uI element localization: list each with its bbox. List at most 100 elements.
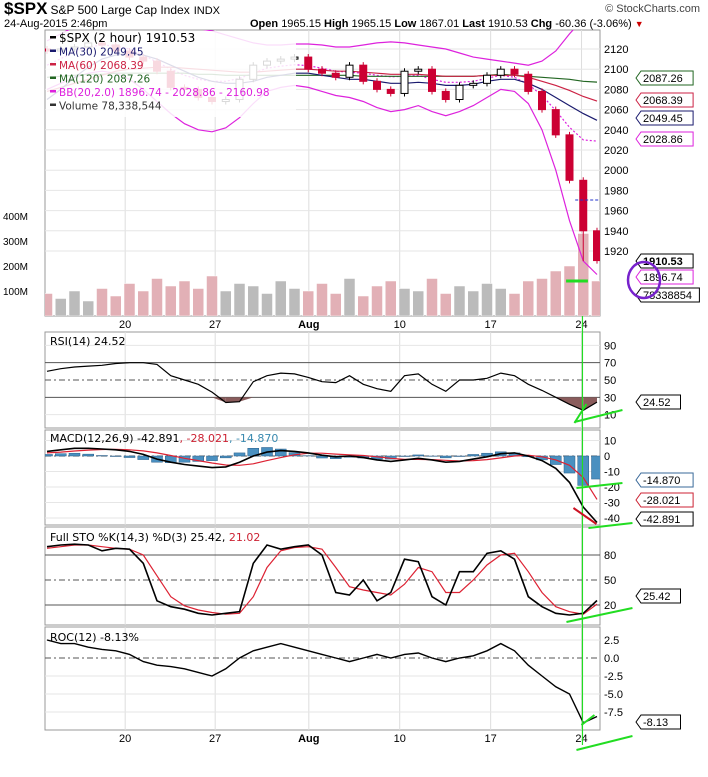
price-tick-label: 1940	[604, 226, 628, 238]
tag-macd-signal: -28.021	[643, 495, 680, 507]
candle-body	[579, 179, 588, 232]
rsi-line	[46, 362, 598, 411]
macd-histogram-bar	[82, 453, 94, 457]
tag-macd-hist: -14.870	[643, 475, 680, 487]
rsi-tick-label: 70	[604, 358, 616, 370]
volume-bar	[192, 288, 204, 316]
candle-body	[524, 73, 533, 92]
tag-ma60: 2068.39	[643, 95, 683, 107]
candle-body	[331, 72, 340, 78]
volume-bar	[495, 288, 507, 316]
roc-tick-label: -7.5	[604, 707, 623, 719]
roc-tick-label: -2.5	[604, 671, 623, 683]
x-tick-label: 24	[575, 319, 587, 331]
volume-bar	[591, 280, 600, 316]
tag-bb-mid-box	[635, 131, 694, 147]
volume-bar	[275, 280, 287, 316]
candle-body	[304, 56, 313, 70]
price-tick-label: 2060	[604, 105, 628, 117]
candle-body	[345, 64, 354, 78]
macd-histogram-bar	[412, 454, 424, 457]
candle-body	[373, 80, 381, 90]
volume-tick-label: 400M	[3, 212, 28, 223]
volume-bar	[261, 293, 273, 316]
tag-bb-lower: 1896.74	[643, 272, 683, 284]
legend-bb: BB(20,2.0) 1896.74 - 2028.86 - 2160.98	[59, 87, 270, 99]
rsi-oversold-fill	[212, 397, 226, 403]
macd-histogram-bar	[220, 455, 232, 459]
legend-swatch-bb	[50, 90, 56, 93]
tag-rsi-box	[635, 394, 681, 410]
candle-body	[538, 90, 546, 111]
tag-macd-hist-box	[635, 472, 694, 488]
tag-macd-box	[635, 511, 694, 527]
open-label: Open	[250, 18, 279, 30]
sto-tick-label: 80	[604, 550, 616, 562]
rsi-tick-label: 50	[604, 375, 616, 387]
chg-label: Chg	[530, 18, 553, 30]
high-value: 1965.15	[351, 18, 392, 30]
x-tick-label-bottom: 10	[394, 733, 406, 745]
x-tick-label-bottom: 20	[119, 733, 131, 745]
rsi-tick-label: 30	[604, 392, 616, 404]
macd-tick-label: -40	[604, 513, 620, 525]
legend-swatch-ma120	[50, 76, 56, 79]
high-label: High	[324, 18, 349, 30]
candle-body	[496, 68, 505, 76]
volume-bar	[247, 285, 259, 316]
annotation-purple-circle	[626, 260, 662, 300]
tag-roc: -8.13	[643, 717, 668, 729]
volume-bar	[68, 290, 81, 316]
legend-volume: Volume 78,338,544	[59, 101, 162, 113]
macd-signal-line	[46, 448, 598, 500]
roc-tick-label: -5.0	[604, 689, 623, 701]
macd-tick-label: -10	[604, 467, 620, 479]
roc-tick-label: 0.0	[604, 653, 619, 665]
candle-body	[400, 70, 409, 94]
credit[interactable]: © StockCharts.com	[605, 3, 700, 15]
volume-bar	[233, 283, 246, 316]
price-tick-label: 1980	[604, 185, 628, 197]
open-value: 1965.15	[281, 18, 321, 30]
macd-tick-label: 10	[604, 436, 616, 448]
macd-histogram-bar	[563, 455, 576, 474]
volume-tick-label: 100M	[3, 287, 28, 298]
annotation-green-line	[576, 735, 633, 751]
volume-bar	[137, 290, 149, 316]
annotation-green-line	[588, 522, 633, 529]
price-tick-label: 2080	[604, 84, 628, 96]
roc-line	[46, 639, 598, 724]
macd-histogram-bar	[137, 455, 149, 460]
volume-bar	[288, 288, 301, 316]
price-tick-label: 2120	[604, 44, 628, 56]
candle-body	[428, 68, 436, 92]
macd-histogram-bar	[577, 455, 589, 486]
tag-roc-box	[635, 714, 681, 730]
volume-bar	[371, 285, 383, 316]
low-label: Low	[394, 18, 417, 30]
macd-legend: MACD(12,26,9) -42.891, -28.021, -14.870	[50, 432, 278, 445]
volume-bar	[412, 290, 424, 316]
volume-bar	[550, 270, 562, 316]
price-tick-label: 2000	[604, 165, 628, 177]
tag-ma30: 2049.45	[643, 113, 683, 125]
x-tick-label: Aug	[298, 319, 319, 331]
tag-macd: -42.891	[643, 514, 680, 526]
legend-swatch-ma60	[50, 63, 56, 66]
sto-tick-label: 20	[604, 600, 616, 612]
annotation-green-line	[580, 714, 596, 726]
volume-bar	[563, 265, 576, 316]
x-tick-label: 20	[119, 319, 131, 331]
candle-body	[510, 68, 519, 75]
volume-bar	[330, 293, 342, 316]
macd-legend-hist: , -14.870	[229, 432, 278, 445]
macd-legend-signal: , -28.021	[180, 432, 229, 445]
macd-line	[46, 447, 598, 524]
legend-swatch-volume	[50, 103, 56, 106]
volume-bar	[151, 278, 163, 316]
quote-bar: Open 1965.15 High 1965.15 Low 1867.01 La…	[250, 18, 644, 30]
exchange: INDX	[193, 5, 220, 17]
candle-body	[359, 64, 368, 82]
tag-rsi: 24.52	[643, 397, 671, 409]
volume-bar	[316, 283, 328, 316]
